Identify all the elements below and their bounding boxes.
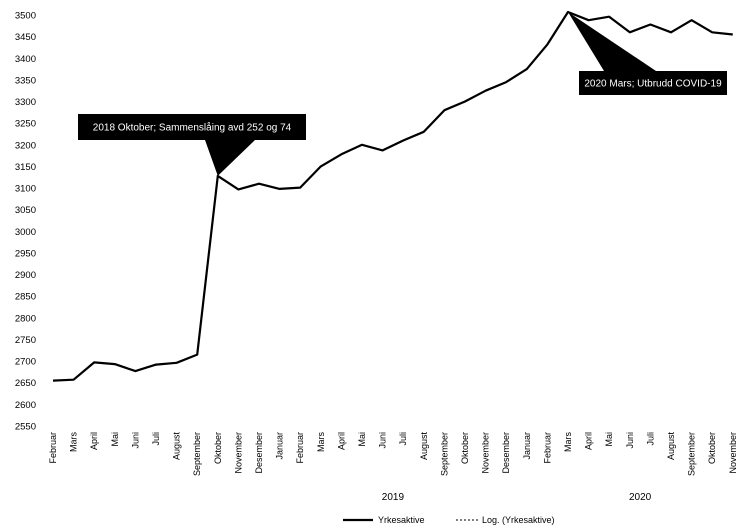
x-tick-label: Juni: [130, 432, 140, 449]
x-tick-label: Mai: [357, 432, 367, 447]
annotation-label: 2018 Oktober; Sammenslåing avd 252 og 74: [93, 122, 292, 134]
x-tick-label: August: [666, 432, 676, 461]
y-tick-label: 3300: [15, 97, 36, 108]
x-tick-label: Januar: [522, 432, 532, 460]
y-tick-label: 3100: [15, 184, 36, 195]
x-tick-label: August: [172, 432, 182, 461]
x-tick-label: Mars: [563, 432, 573, 452]
x-tick-label: Juli: [398, 432, 408, 446]
year-label: 2020: [629, 492, 652, 503]
x-tick-label: Juni: [625, 432, 635, 449]
y-tick-label: 3250: [15, 119, 36, 130]
y-tick-label: 2650: [15, 378, 36, 389]
x-tick-label: Mars: [69, 432, 79, 452]
y-tick-label: 2850: [15, 292, 36, 303]
y-tick-label: 3000: [15, 227, 36, 238]
x-tick-label: Mars: [316, 432, 326, 452]
y-tick-label: 3200: [15, 140, 36, 151]
y-tick-label: 3050: [15, 205, 36, 216]
x-tick-label: Juli: [151, 432, 161, 446]
y-tick-label: 3450: [15, 32, 36, 43]
x-tick-label: April: [584, 432, 594, 450]
x-tick-label: September: [687, 432, 697, 476]
x-tick-label: Oktober: [707, 432, 717, 464]
x-tick-label: Mai: [604, 432, 614, 447]
x-tick-label: November: [728, 432, 738, 474]
x-tick-label: Mai: [110, 432, 120, 447]
x-tick-label: April: [336, 432, 346, 450]
legend: Yrkesaktive Log. (Yrkesaktive): [343, 515, 555, 525]
y-tick-label: 2600: [15, 400, 36, 411]
legend-label-log-trend: Log. (Yrkesaktive): [482, 515, 555, 525]
x-tick-label: November: [233, 432, 243, 474]
y-tick-label: 2750: [15, 335, 36, 346]
x-tick-label: Februar: [48, 432, 58, 464]
y-tick-label: 2550: [15, 422, 36, 433]
x-tick-label: Februar: [542, 432, 552, 464]
y-tick-label: 3150: [15, 162, 36, 173]
x-tick-label: Juni: [378, 432, 388, 449]
x-tick-label: Desember: [501, 432, 511, 474]
x-axis: Februar Mars April Mai Juni Juli August Septemb…: [48, 432, 738, 503]
y-tick-label: 3350: [15, 75, 36, 86]
y-tick-label: 2700: [15, 357, 36, 368]
y-axis: 2550 2600 2650 2700 2750 2800 2850 2900 2950 3000…: [15, 11, 36, 433]
y-tick-label: 2900: [15, 270, 36, 281]
x-tick-label: Februar: [295, 432, 305, 464]
y-tick-label: 2800: [15, 313, 36, 324]
legend-label-yrkesaktive: Yrkesaktive: [378, 515, 425, 525]
x-tick-label: September: [439, 432, 449, 476]
year-label: 2019: [382, 492, 405, 503]
annotation-pointer: [568, 12, 656, 71]
x-tick-label: November: [481, 432, 491, 474]
x-tick-label: Juli: [645, 432, 655, 446]
annotation-pointer: [205, 140, 255, 176]
annotation-label: 2020 Mars; Utbrudd COVID-19: [584, 79, 722, 90]
x-tick-label: August: [419, 432, 429, 461]
x-tick-label: Oktober: [213, 432, 223, 464]
x-tick-label: Januar: [275, 432, 285, 460]
x-tick-label: September: [192, 432, 202, 476]
x-tick-label: Desember: [254, 432, 264, 474]
y-tick-label: 2950: [15, 248, 36, 259]
y-tick-label: 3500: [15, 11, 36, 22]
y-tick-label: 3400: [15, 54, 36, 65]
annotation-layer: 2018 Oktober; Sammenslåing avd 252 og 74…: [78, 12, 727, 176]
x-tick-label: April: [89, 432, 99, 450]
x-tick-label: Oktober: [460, 432, 470, 464]
